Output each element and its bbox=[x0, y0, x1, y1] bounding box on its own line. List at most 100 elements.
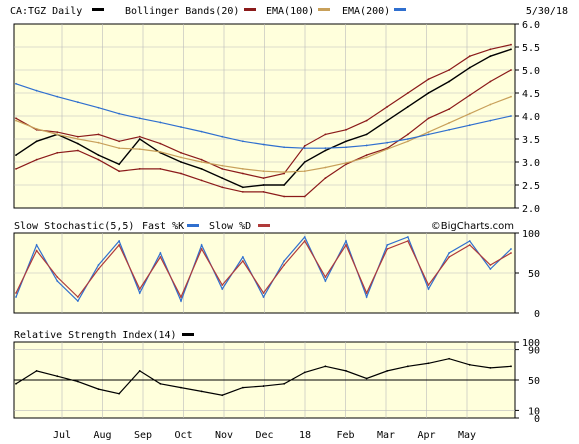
data-point-slow-d bbox=[56, 276, 59, 278]
data-point-fast-k bbox=[97, 264, 100, 266]
data-point-ca-tgz-daily bbox=[345, 140, 347, 143]
data-point-ema-200 bbox=[365, 144, 368, 147]
data-point-ca-tgz-daily bbox=[118, 163, 121, 166]
data-point-ema-200 bbox=[406, 138, 409, 140]
data-point-slow-d bbox=[180, 296, 182, 298]
y-tick-label: 6.0 bbox=[522, 20, 540, 31]
data-point-fast-k bbox=[345, 240, 347, 242]
chart-date: 5/30/18 bbox=[526, 6, 568, 17]
data-point-ca-tgz-daily bbox=[406, 105, 409, 108]
data-point-relative-strength-index-14 bbox=[97, 388, 100, 391]
x-tick-label: Sep bbox=[134, 430, 152, 441]
data-point-slow-d bbox=[406, 240, 409, 242]
x-tick-label: 18 bbox=[299, 430, 311, 441]
y-tick-label: 0 bbox=[534, 414, 540, 425]
data-point-ema-200 bbox=[262, 143, 265, 146]
data-point-ema-200 bbox=[448, 128, 451, 131]
data-point-slow-d bbox=[345, 244, 347, 246]
data-point-slow-d bbox=[386, 248, 389, 250]
data-point-ema-100 bbox=[221, 164, 224, 167]
data-point-bollinger-bands-20-upper bbox=[200, 158, 203, 161]
data-point-ema-200 bbox=[468, 124, 471, 127]
data-point-fast-k bbox=[118, 240, 121, 242]
data-point-bollinger-bands-20-upper bbox=[241, 172, 244, 175]
data-point-slow-d bbox=[365, 292, 368, 294]
data-point-ema-200 bbox=[489, 119, 492, 122]
price-series bbox=[15, 43, 512, 198]
data-point-bollinger-bands-20-lower bbox=[345, 163, 347, 166]
data-point-relative-strength-index-14 bbox=[303, 371, 306, 374]
data-point-slow-d bbox=[283, 264, 286, 266]
data-point-relative-strength-index-14 bbox=[138, 369, 141, 372]
price-grid bbox=[14, 24, 515, 208]
stochastic-y-ticks: 0 50 100 bbox=[515, 229, 540, 320]
data-point-bollinger-bands-20-lower bbox=[303, 195, 306, 198]
data-point-ca-tgz-daily bbox=[324, 149, 327, 152]
data-point-ca-tgz-daily bbox=[283, 184, 286, 186]
data-point-fast-k bbox=[324, 280, 327, 282]
data-point-ema-100 bbox=[448, 122, 451, 124]
data-point-bollinger-bands-20-lower bbox=[489, 80, 492, 83]
data-point-ema-200 bbox=[510, 115, 512, 117]
data-point-ema-100 bbox=[159, 150, 162, 153]
data-point-ema-200 bbox=[97, 106, 100, 109]
y-tick-label: 2.5 bbox=[522, 181, 540, 192]
data-point-slow-d bbox=[468, 244, 471, 246]
data-point-ema-200 bbox=[56, 95, 59, 98]
y-tick-label: 50 bbox=[528, 269, 540, 280]
data-point-bollinger-bands-20-lower bbox=[448, 108, 451, 110]
data-point-slow-d bbox=[221, 284, 224, 286]
data-point-slow-d bbox=[159, 256, 162, 258]
data-point-bollinger-bands-20-lower bbox=[15, 168, 17, 170]
data-point-slow-d bbox=[448, 256, 451, 258]
data-point-ca-tgz-daily bbox=[427, 92, 430, 94]
data-point-fast-k bbox=[200, 244, 203, 246]
data-point-bollinger-bands-20-upper bbox=[510, 43, 512, 46]
data-point-fast-k bbox=[221, 288, 224, 290]
rsi-series bbox=[15, 357, 512, 397]
ema200-legend-swatch bbox=[394, 8, 406, 11]
data-point-bollinger-bands-20-upper bbox=[303, 145, 306, 147]
data-point-bollinger-bands-20-upper bbox=[97, 133, 100, 136]
data-point-ema-100 bbox=[97, 141, 100, 144]
data-point-bollinger-bands-20-lower bbox=[221, 186, 224, 189]
data-point-slow-d bbox=[303, 240, 306, 242]
data-point-fast-k bbox=[15, 296, 17, 298]
data-point-ca-tgz-daily bbox=[303, 161, 306, 163]
x-tick-label: May bbox=[458, 430, 476, 441]
data-point-relative-strength-index-14 bbox=[365, 377, 368, 380]
legend-ema200-label: EMA(200) bbox=[342, 6, 390, 17]
data-point-bollinger-bands-20-upper bbox=[427, 78, 430, 81]
x-tick-label: Apr bbox=[417, 430, 435, 441]
x-axis-ticks: Jul Aug Sep Oct Nov Dec 18 Feb Mar Apr May bbox=[53, 430, 476, 441]
fast-k-legend-swatch bbox=[187, 224, 199, 227]
data-point-fast-k bbox=[406, 236, 409, 238]
data-point-bollinger-bands-20-upper bbox=[180, 151, 182, 154]
data-point-ca-tgz-daily bbox=[15, 154, 17, 157]
data-point-relative-strength-index-14 bbox=[35, 369, 38, 372]
data-point-bollinger-bands-20-upper bbox=[324, 133, 327, 136]
data-point-fast-k bbox=[427, 288, 430, 290]
data-point-bollinger-bands-20-lower bbox=[406, 133, 409, 136]
data-point-bollinger-bands-20-lower bbox=[159, 168, 162, 170]
data-point-ca-tgz-daily bbox=[241, 186, 244, 189]
data-point-bollinger-bands-20-upper bbox=[76, 135, 79, 138]
data-point-fast-k bbox=[56, 280, 59, 282]
price-panel: 2.0 2.5 3.0 3.5 4.0 4.5 5.0 5.5 6.0 CA:TGZ Daily… bbox=[10, 6, 568, 215]
legend-slow-d-label: Slow %D bbox=[209, 221, 251, 232]
data-point-ema-200 bbox=[386, 141, 389, 144]
data-point-bollinger-bands-20-upper bbox=[365, 119, 368, 122]
x-tick-label: Feb bbox=[336, 430, 354, 441]
data-point-fast-k bbox=[365, 296, 368, 298]
data-point-bollinger-bands-20-upper bbox=[386, 105, 389, 108]
data-point-ca-tgz-daily bbox=[35, 140, 38, 143]
data-point-bollinger-bands-20-upper bbox=[262, 177, 265, 180]
data-point-fast-k bbox=[76, 300, 79, 302]
data-point-ema-100 bbox=[262, 170, 265, 173]
rsi-legend-swatch bbox=[182, 333, 194, 336]
data-point-ema-100 bbox=[365, 156, 368, 159]
data-point-fast-k bbox=[262, 296, 265, 298]
legend-bollinger-label: Bollinger Bands(20) bbox=[125, 6, 239, 17]
data-point-relative-strength-index-14 bbox=[180, 386, 182, 389]
